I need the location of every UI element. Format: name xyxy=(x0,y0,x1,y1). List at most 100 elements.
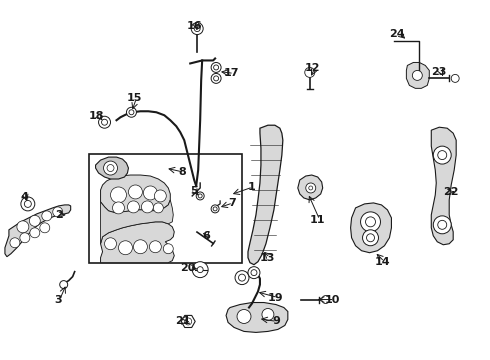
Circle shape xyxy=(185,318,192,325)
Circle shape xyxy=(103,161,118,175)
Text: 24: 24 xyxy=(390,28,405,39)
Circle shape xyxy=(433,146,451,164)
Circle shape xyxy=(194,26,200,32)
Circle shape xyxy=(366,217,375,227)
Circle shape xyxy=(235,271,249,285)
Polygon shape xyxy=(248,125,283,265)
Circle shape xyxy=(24,201,31,207)
Circle shape xyxy=(197,267,203,273)
Circle shape xyxy=(367,234,374,242)
Circle shape xyxy=(322,296,330,303)
Circle shape xyxy=(21,197,35,211)
Text: 2: 2 xyxy=(55,210,63,220)
Text: 13: 13 xyxy=(260,253,275,263)
Circle shape xyxy=(107,165,114,171)
Polygon shape xyxy=(350,203,392,253)
Circle shape xyxy=(149,241,161,253)
Text: 23: 23 xyxy=(431,67,447,77)
Polygon shape xyxy=(298,175,323,200)
Text: 12: 12 xyxy=(305,63,320,73)
Circle shape xyxy=(438,150,447,159)
Polygon shape xyxy=(406,62,429,88)
Circle shape xyxy=(60,280,68,289)
Circle shape xyxy=(213,207,217,211)
Circle shape xyxy=(128,185,143,199)
Circle shape xyxy=(133,240,147,254)
Circle shape xyxy=(306,183,316,193)
Circle shape xyxy=(239,274,245,281)
Text: 14: 14 xyxy=(374,257,390,267)
Circle shape xyxy=(237,310,251,323)
Circle shape xyxy=(98,116,111,128)
Text: 7: 7 xyxy=(228,198,236,208)
Circle shape xyxy=(42,211,52,221)
Circle shape xyxy=(113,202,124,214)
Polygon shape xyxy=(226,302,288,332)
Circle shape xyxy=(129,110,134,115)
Bar xyxy=(89,154,242,263)
Circle shape xyxy=(305,67,315,77)
Circle shape xyxy=(10,238,20,248)
Text: 15: 15 xyxy=(126,93,142,103)
Circle shape xyxy=(196,192,204,200)
Circle shape xyxy=(363,230,378,246)
Text: 21: 21 xyxy=(175,316,191,327)
Circle shape xyxy=(144,186,157,200)
Circle shape xyxy=(438,220,447,229)
Circle shape xyxy=(433,216,451,234)
Polygon shape xyxy=(96,157,128,179)
Circle shape xyxy=(214,76,219,81)
Circle shape xyxy=(211,73,221,84)
Circle shape xyxy=(53,207,63,217)
Circle shape xyxy=(127,201,140,213)
Circle shape xyxy=(29,215,40,226)
Circle shape xyxy=(142,201,153,213)
Circle shape xyxy=(119,241,132,255)
Circle shape xyxy=(101,119,107,125)
Circle shape xyxy=(361,212,380,232)
Circle shape xyxy=(104,238,117,250)
Text: 9: 9 xyxy=(272,316,280,327)
Text: 3: 3 xyxy=(55,294,62,305)
Text: 10: 10 xyxy=(325,294,340,305)
Text: 16: 16 xyxy=(186,21,202,31)
Polygon shape xyxy=(100,200,173,244)
Circle shape xyxy=(163,244,173,254)
Circle shape xyxy=(211,205,219,213)
Circle shape xyxy=(413,71,422,80)
Text: 5: 5 xyxy=(190,186,198,196)
Circle shape xyxy=(17,221,29,233)
Polygon shape xyxy=(431,127,456,245)
Circle shape xyxy=(248,267,260,279)
Circle shape xyxy=(191,23,203,35)
Text: 22: 22 xyxy=(443,187,459,197)
Circle shape xyxy=(20,233,30,243)
Circle shape xyxy=(154,190,166,202)
Text: 11: 11 xyxy=(310,215,325,225)
Text: 19: 19 xyxy=(268,293,284,302)
Circle shape xyxy=(198,194,202,198)
Circle shape xyxy=(251,270,257,276)
Text: 4: 4 xyxy=(21,192,29,202)
Polygon shape xyxy=(181,315,195,328)
Circle shape xyxy=(111,187,126,203)
Circle shape xyxy=(153,203,163,213)
Text: 1: 1 xyxy=(248,182,256,192)
Polygon shape xyxy=(100,222,174,263)
Circle shape xyxy=(214,65,219,70)
Text: 6: 6 xyxy=(202,231,210,241)
Circle shape xyxy=(126,107,136,117)
Polygon shape xyxy=(100,175,171,213)
Circle shape xyxy=(451,75,459,82)
Text: 8: 8 xyxy=(178,167,186,177)
Circle shape xyxy=(262,309,274,320)
Text: 17: 17 xyxy=(224,68,240,78)
Polygon shape xyxy=(5,205,71,257)
Circle shape xyxy=(30,228,40,238)
Circle shape xyxy=(192,262,208,278)
Text: 18: 18 xyxy=(89,111,104,121)
Text: 20: 20 xyxy=(180,263,196,273)
Circle shape xyxy=(309,186,313,190)
Circle shape xyxy=(40,223,50,233)
Circle shape xyxy=(211,62,221,72)
